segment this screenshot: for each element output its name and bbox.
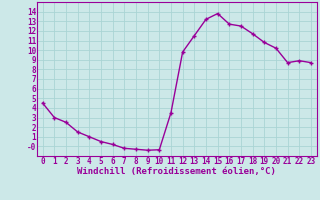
X-axis label: Windchill (Refroidissement éolien,°C): Windchill (Refroidissement éolien,°C): [77, 167, 276, 176]
